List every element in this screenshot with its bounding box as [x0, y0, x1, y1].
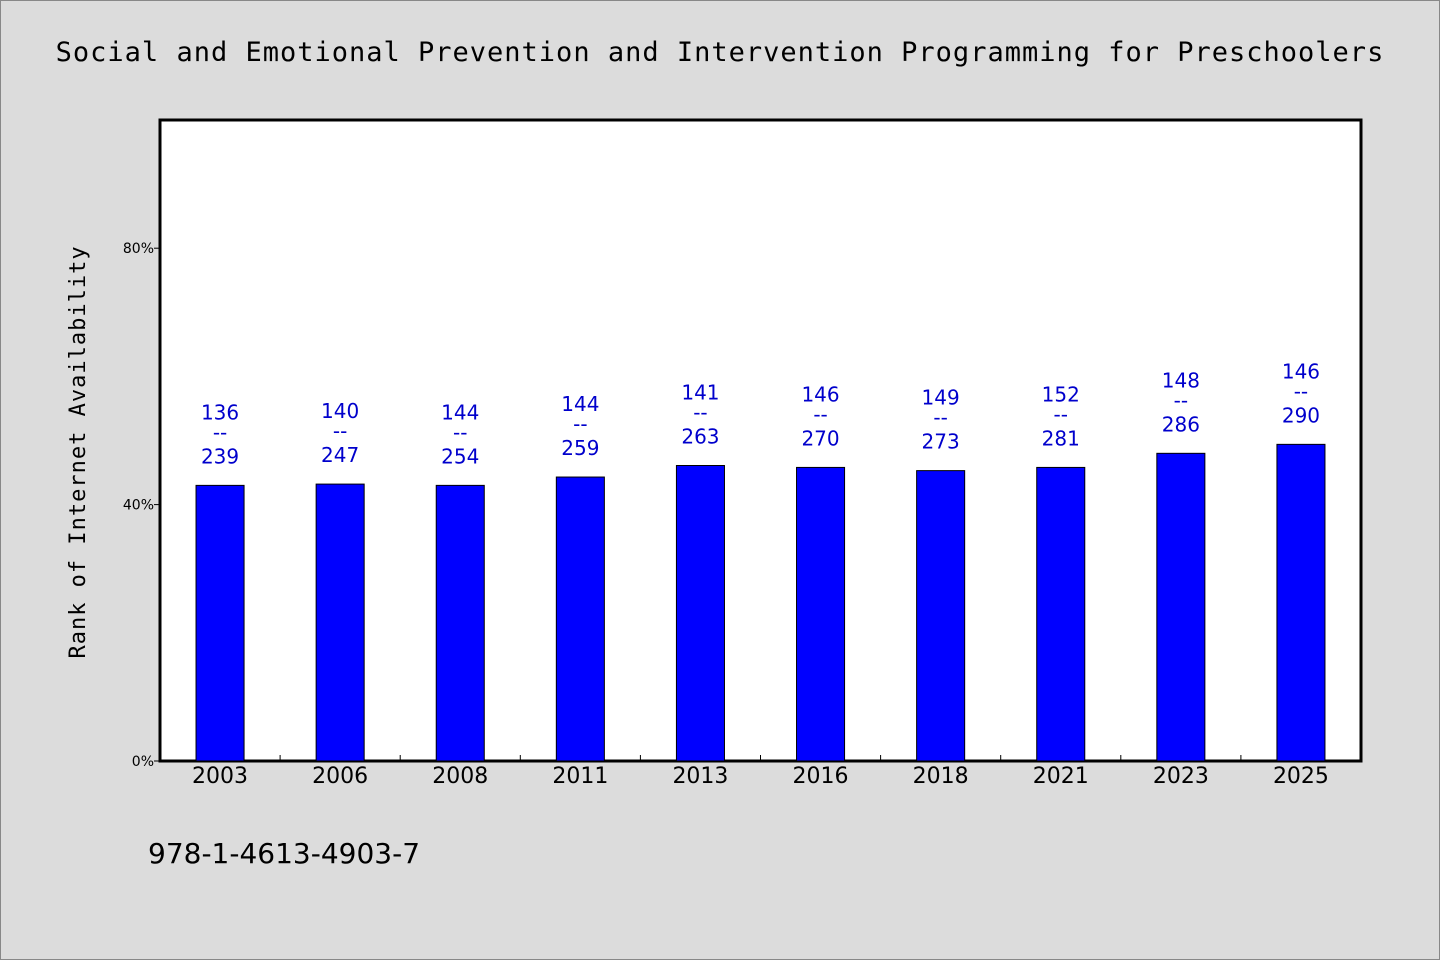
bar-2021: [1036, 466, 1086, 762]
bar-2006: [315, 483, 365, 762]
data-label-bottom: 239: [201, 444, 239, 468]
x-tick-label: 2023: [1153, 764, 1209, 789]
data-label-sep: --: [573, 412, 587, 436]
x-tick-label: 2021: [1033, 764, 1089, 789]
data-label-top: 152: [1042, 382, 1080, 406]
data-labels: 136--239140--247144--254144--259141--263…: [201, 359, 1320, 468]
data-label-sep: --: [333, 419, 347, 443]
x-tick-label: 2013: [672, 764, 728, 789]
bar-2023: [1156, 452, 1206, 762]
data-label-top: 148: [1162, 368, 1200, 392]
data-label-bottom: 247: [321, 443, 359, 467]
bar-2025: [1276, 443, 1326, 762]
x-tick-label: 2006: [312, 764, 368, 789]
y-axis-ticks: 0% 40% 80%: [123, 241, 160, 770]
data-label-bottom: 290: [1282, 403, 1320, 427]
data-label-bottom: 270: [801, 426, 839, 450]
data-label-top: 149: [922, 386, 960, 410]
bar-2003: [195, 484, 245, 762]
x-axis-tick-labels: 2003 2006 2008 2011 2013 2016 2018 2021 2023 2025: [192, 764, 1329, 789]
data-label-sep: --: [1054, 402, 1068, 426]
data-label-top: 136: [201, 400, 239, 424]
x-tick-label: 2025: [1273, 764, 1329, 789]
data-label-sep: --: [813, 402, 827, 426]
y-axis-label: Rank of Internet Availability: [66, 245, 91, 658]
data-label-sep: --: [453, 420, 467, 444]
data-label-top: 146: [801, 382, 839, 406]
x-tick-label: 2018: [913, 764, 969, 789]
data-label-top: 141: [681, 380, 719, 404]
data-label-bottom: 263: [681, 424, 719, 448]
data-label-bottom: 254: [441, 444, 479, 468]
data-label-top: 140: [321, 399, 359, 423]
data-label-top: 144: [561, 392, 599, 416]
data-label-sep: --: [933, 406, 947, 430]
x-tick-label: 2008: [432, 764, 488, 789]
data-label-top: 144: [441, 400, 479, 424]
data-label-bottom: 286: [1162, 412, 1200, 436]
isbn-footer: 978-1-4613-4903-7: [148, 837, 420, 870]
bar-2013: [675, 464, 725, 762]
x-tick-label: 2016: [793, 764, 849, 789]
chart-title: Social and Emotional Prevention and Inte…: [56, 37, 1385, 68]
bar-2018: [916, 470, 966, 762]
y-tick-label: 0%: [132, 754, 154, 770]
data-label-top: 146: [1282, 359, 1320, 383]
data-label-bottom: 259: [561, 436, 599, 460]
x-tick-label: 2011: [552, 764, 608, 789]
data-label-sep: --: [213, 420, 227, 444]
y-tick-label: 80%: [123, 241, 154, 257]
y-tick-label: 40%: [123, 498, 154, 514]
x-tick-label: 2003: [192, 764, 248, 789]
data-label-sep: --: [1294, 379, 1308, 403]
data-label-sep: --: [693, 400, 707, 424]
bar-2011: [555, 476, 605, 762]
data-label-bottom: 281: [1042, 426, 1080, 450]
data-label-sep: --: [1174, 388, 1188, 412]
bar-2016: [796, 466, 846, 762]
x-axis-ticks: [279, 755, 1242, 761]
bar-2008: [435, 484, 485, 762]
data-label-bottom: 273: [922, 430, 960, 454]
bar-series: [195, 443, 1326, 762]
